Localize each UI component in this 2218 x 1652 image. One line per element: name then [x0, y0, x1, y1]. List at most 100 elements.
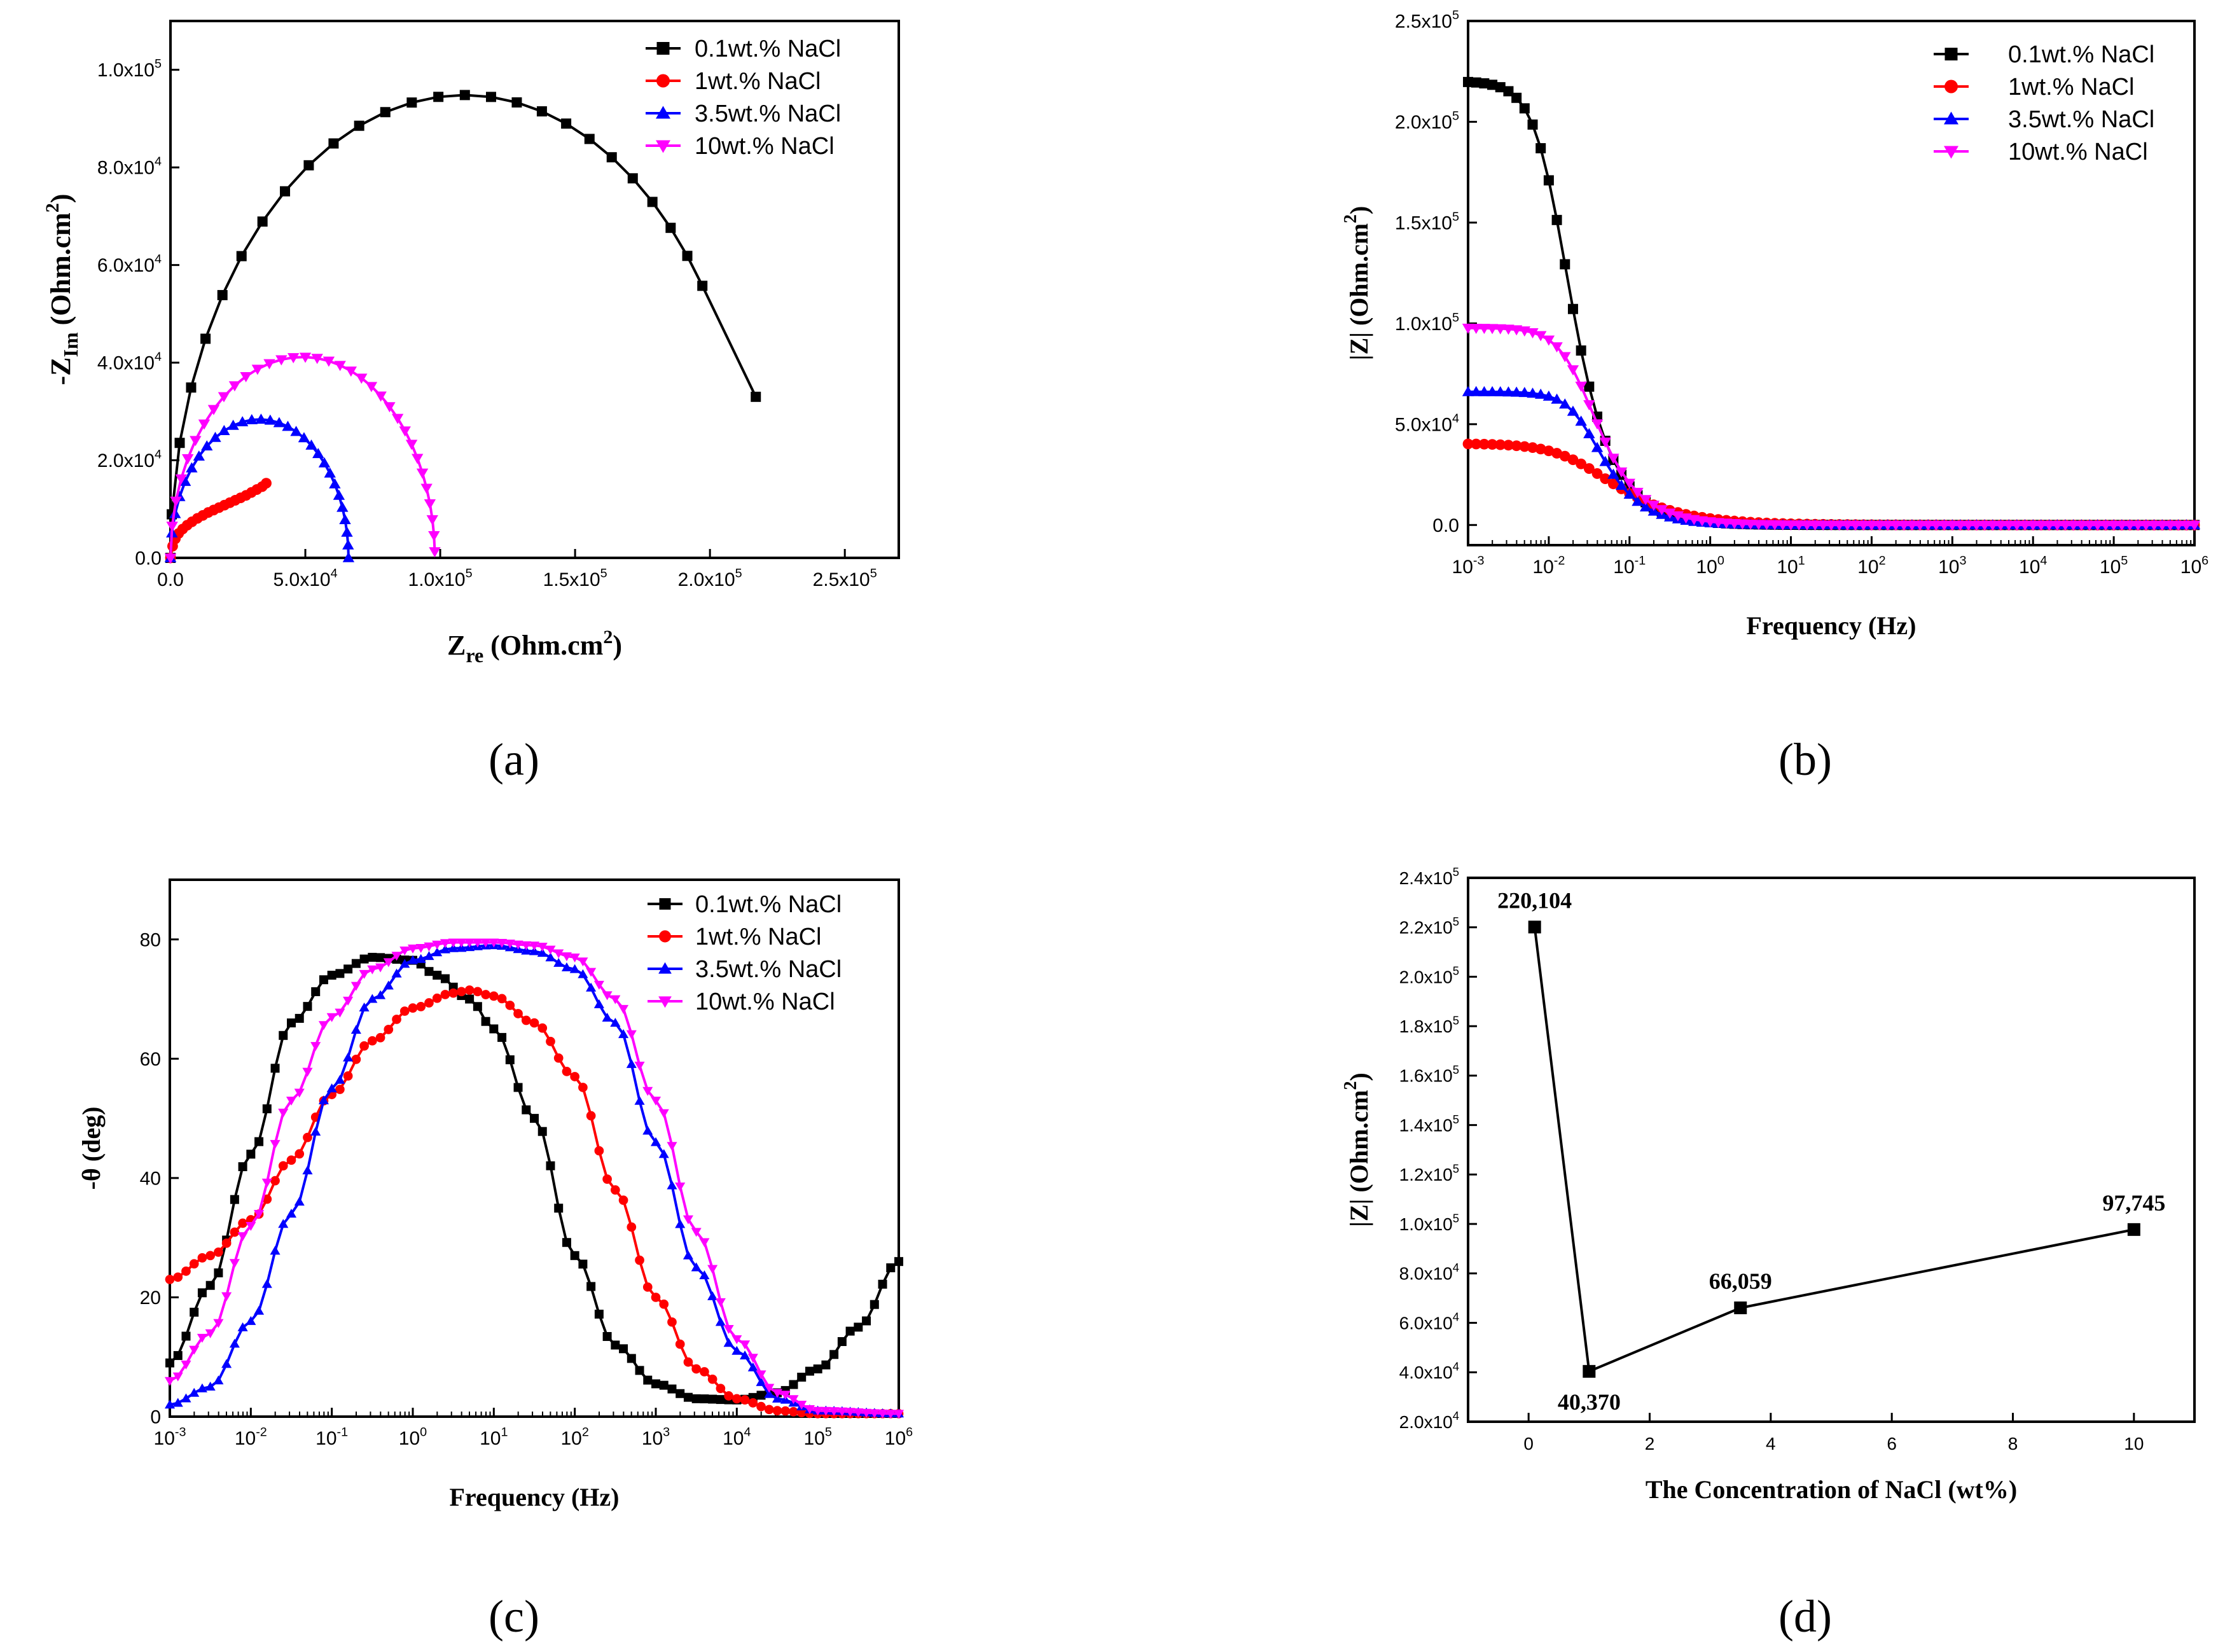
y-tick-label: 1.2x105 — [1399, 1162, 1459, 1185]
data-point — [619, 1344, 628, 1354]
data-point — [424, 942, 434, 952]
data-point — [780, 1406, 791, 1416]
data-point — [894, 1257, 903, 1267]
data-point — [1535, 143, 1546, 154]
legend-marker — [656, 74, 670, 88]
data-point — [1543, 175, 1554, 186]
data-point — [359, 1002, 370, 1011]
data-point — [504, 940, 515, 949]
data-point — [343, 964, 353, 974]
data-point — [335, 1008, 345, 1018]
data-point — [489, 938, 499, 948]
data-point — [562, 1067, 572, 1076]
x-tick-label: 8 — [2008, 1434, 2018, 1454]
data-point — [562, 1238, 571, 1247]
data-point — [513, 1083, 523, 1092]
data-point — [1559, 398, 1571, 409]
data-point — [578, 969, 588, 978]
data-point — [1890, 520, 1902, 531]
data-point — [1930, 520, 1943, 531]
y-tick-label: 2.2x105 — [1399, 915, 1459, 938]
data-point — [2131, 520, 2144, 531]
data-point — [1503, 440, 1514, 451]
x-tick-label: 103 — [642, 1426, 670, 1450]
legend-entry: 0.1wt.% NaCl — [2008, 41, 2154, 68]
data-point — [328, 138, 339, 149]
data-point — [708, 1394, 717, 1404]
data-point — [1519, 103, 1530, 114]
x-tick-label: 102 — [1857, 554, 1885, 578]
data-point — [667, 1180, 677, 1190]
data-point — [505, 1055, 515, 1065]
y-tick-label: 20 — [140, 1288, 161, 1308]
data-point — [772, 1393, 783, 1403]
data-point — [254, 1210, 265, 1219]
data-point — [634, 1095, 645, 1105]
data-point — [262, 1104, 272, 1114]
data-point — [1599, 455, 1611, 466]
data-point — [747, 1354, 758, 1363]
data-point — [186, 462, 198, 473]
data-point — [1503, 86, 1514, 97]
data-point — [610, 995, 621, 1004]
data-point — [1584, 381, 1595, 392]
data-point — [554, 1204, 564, 1213]
y-tick-label: 1.4x105 — [1399, 1113, 1459, 1135]
data-point — [1591, 468, 1603, 479]
data-point — [756, 1377, 766, 1386]
data-point — [1527, 119, 1538, 130]
data-point — [1486, 324, 1499, 335]
data-point — [351, 959, 361, 968]
data-point — [627, 173, 638, 184]
data-point — [2100, 520, 2112, 531]
data-point — [1463, 76, 1473, 87]
data-point — [302, 1067, 313, 1077]
data-point — [1623, 489, 1635, 499]
data-point — [415, 954, 426, 963]
data-point — [553, 949, 564, 959]
data-point — [1607, 468, 1619, 479]
data-point — [724, 1391, 733, 1401]
data-point — [545, 945, 556, 955]
data-point — [214, 1247, 223, 1257]
data-point — [1809, 520, 1821, 531]
data-point — [529, 1018, 539, 1028]
data-point — [748, 1398, 758, 1408]
data-point — [1882, 520, 1894, 531]
data-point — [1535, 331, 1547, 342]
data-point — [1615, 479, 1628, 490]
data-point — [333, 489, 345, 500]
data-point — [359, 1041, 369, 1051]
data-point — [205, 1329, 216, 1338]
data-point — [181, 454, 194, 465]
x-tick-label: 106 — [885, 1426, 913, 1450]
data-point — [1487, 80, 1498, 90]
data-point — [367, 965, 378, 975]
data-point — [312, 448, 324, 459]
data-point — [1632, 487, 1644, 498]
y-tick-label: 2.0x104 — [1399, 1409, 1459, 1432]
data-point — [618, 1004, 629, 1014]
data-point — [707, 1265, 718, 1274]
data-point — [299, 352, 312, 363]
data-point — [339, 513, 351, 524]
plot-frame — [1467, 877, 2196, 1423]
data-point — [853, 1408, 864, 1418]
data-point — [2019, 520, 2031, 531]
data-point — [2027, 520, 2039, 531]
data-point — [553, 957, 564, 967]
data-point — [1817, 520, 1829, 531]
data-label: 40,370 — [1558, 1389, 1621, 1415]
data-point — [877, 1409, 888, 1419]
data-point — [635, 1366, 644, 1375]
data-point — [201, 440, 213, 451]
data-point — [497, 994, 507, 1004]
data-point — [700, 1367, 709, 1377]
data-label: 66,059 — [1709, 1268, 1772, 1294]
data-point — [1656, 505, 1668, 516]
data-point — [2091, 520, 2104, 531]
x-tick-label: 101 — [1777, 554, 1805, 578]
data-point — [351, 1055, 361, 1064]
data-point — [359, 954, 369, 964]
data-point — [1479, 78, 1490, 89]
